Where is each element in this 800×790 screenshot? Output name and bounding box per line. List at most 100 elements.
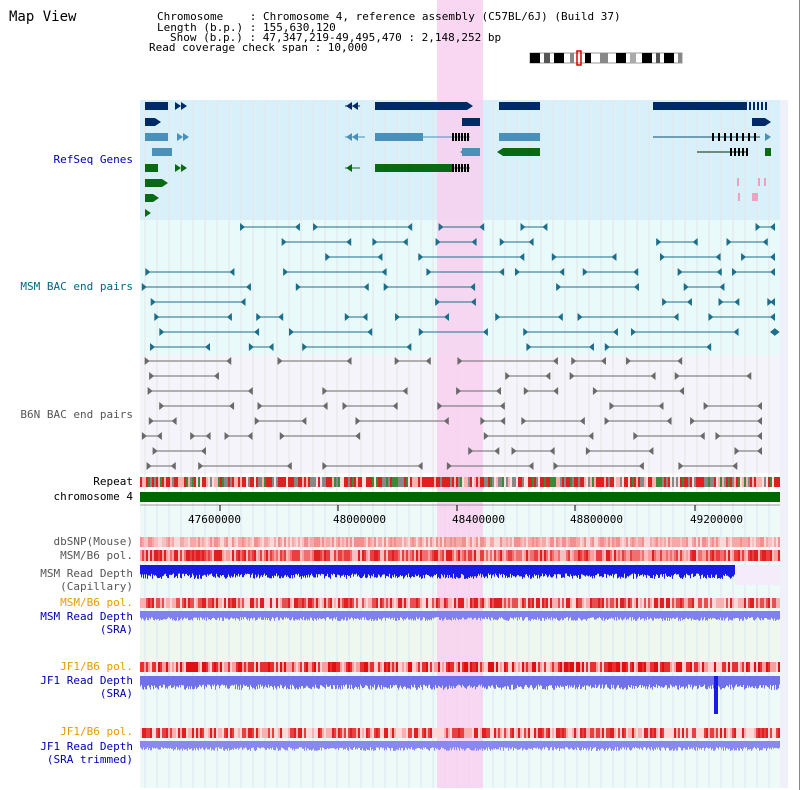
- depth-bar: [198, 565, 199, 579]
- heatmap-cell: [190, 598, 192, 608]
- heatmap-cell: [772, 662, 774, 672]
- depth-bar: [255, 611, 256, 621]
- heatmap-cell: [690, 598, 692, 608]
- depth-bar: [661, 565, 662, 575]
- depth-bar: [192, 611, 193, 621]
- heatmap-cell: [192, 537, 194, 547]
- heatmap-cell: [426, 537, 428, 547]
- depth-bar: [382, 565, 383, 575]
- depth-bar: [160, 565, 161, 578]
- repeat-segment: [300, 477, 302, 487]
- heatmap-cell: [256, 537, 258, 547]
- depth-bar: [468, 565, 469, 578]
- heatmap-cell: [184, 550, 186, 561]
- repeat-segment: [260, 477, 262, 487]
- heatmap-cell: [222, 598, 224, 608]
- heatmap-cell: [578, 728, 580, 738]
- heatmap-cell: [570, 550, 572, 561]
- depth-bar: [333, 741, 334, 749]
- repeat-segment: [258, 477, 260, 487]
- heatmap-cell: [498, 662, 500, 672]
- heatmap-cell: [630, 728, 632, 738]
- heatmap-cell: [140, 728, 142, 738]
- depth-bar: [200, 676, 201, 686]
- repeat-segment: [608, 477, 610, 487]
- b6n-bac-pair-end: [392, 402, 398, 410]
- heatmap-cell: [384, 550, 386, 561]
- depth-bar: [536, 565, 537, 575]
- heatmap-cell: [492, 662, 494, 672]
- heatmap-cell: [162, 728, 164, 738]
- depth-bar: [376, 741, 377, 748]
- depth-bar: [620, 565, 621, 579]
- heatmap-cell: [692, 662, 694, 672]
- depth-bar: [207, 741, 208, 750]
- depth-bar: [424, 565, 425, 579]
- ideogram-position-marker: [576, 50, 582, 66]
- heatmap-cell: [200, 598, 202, 608]
- depth-bar: [658, 676, 659, 686]
- heatmap-cell: [558, 728, 560, 738]
- depth-bar: [322, 741, 323, 748]
- depth-bar: [710, 741, 711, 748]
- heatmap-cell: [726, 550, 728, 561]
- depth-bar: [445, 676, 446, 688]
- depth-bar: [661, 741, 662, 748]
- repeat-segment: [224, 477, 226, 487]
- depth-bar: [533, 741, 534, 749]
- depth-bar: [678, 565, 679, 575]
- depth-bar: [591, 565, 592, 577]
- depth-bar: [485, 676, 486, 688]
- depth-bar: [539, 611, 540, 619]
- repeat-segment: [142, 477, 144, 487]
- depth-bar: [440, 611, 441, 621]
- depth-bar: [558, 676, 559, 687]
- depth-bar: [293, 565, 294, 576]
- depth-bar: [567, 611, 568, 618]
- heatmap-cell: [568, 550, 570, 561]
- heatmap-cell: [398, 537, 400, 547]
- heatmap-cell: [274, 537, 276, 547]
- depth-bar: [671, 676, 672, 686]
- heatmap-cell: [642, 537, 644, 547]
- depth-bar: [603, 565, 604, 577]
- heatmap-cell: [208, 662, 210, 672]
- depth-bar: [514, 741, 515, 748]
- depth-bar: [298, 611, 299, 620]
- depth-bar: [172, 565, 173, 575]
- depth-bar: [516, 611, 517, 618]
- depth-bar: [711, 565, 712, 575]
- heatmap-cell: [490, 728, 492, 738]
- heatmap-cell: [160, 728, 162, 738]
- depth-bar: [426, 741, 427, 749]
- repeat-segment: [296, 477, 298, 487]
- depth-bar: [239, 565, 240, 577]
- depth-bar: [189, 611, 190, 620]
- depth-bar: [471, 565, 472, 578]
- depth-bar: [761, 741, 762, 751]
- depth-bar: [307, 565, 308, 578]
- depth-bar: [516, 741, 517, 749]
- gene-arrow: [497, 148, 503, 156]
- depth-bar: [406, 565, 407, 575]
- depth-bar: [613, 611, 614, 619]
- depth-bar: [691, 565, 692, 575]
- depth-bar: [296, 676, 297, 688]
- heatmap-cell: [776, 662, 778, 672]
- depth-bar: [252, 565, 253, 574]
- depth-bar: [431, 565, 432, 577]
- heatmap-cell: [504, 537, 506, 547]
- heatmap-cell: [648, 537, 650, 547]
- repeat-segment: [672, 477, 674, 487]
- depth-bar: [620, 676, 621, 689]
- depth-bar: [299, 611, 300, 621]
- repeat-segment: [500, 477, 502, 487]
- depth-bar: [521, 611, 522, 618]
- heatmap-cell: [646, 728, 648, 738]
- heatmap-cell: [448, 550, 450, 561]
- heatmap-cell: [226, 598, 228, 608]
- heatmap-cell: [768, 537, 770, 547]
- repeat-segment: [344, 477, 346, 487]
- depth-bar: [156, 611, 157, 620]
